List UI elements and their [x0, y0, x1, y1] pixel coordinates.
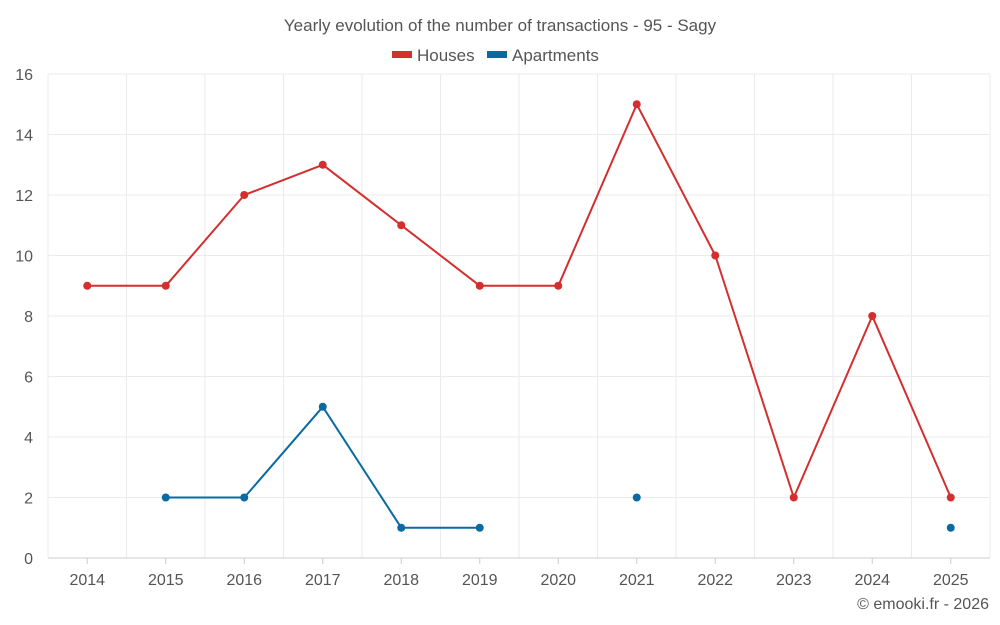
- x-tick-label: 2014: [69, 572, 105, 589]
- legend-swatch-houses: [392, 51, 412, 58]
- y-tick-label: 12: [15, 188, 33, 205]
- data-point-houses-2024[interactable]: [868, 312, 877, 320]
- x-tick-label: 2020: [540, 572, 576, 589]
- x-tick-label: 2022: [697, 572, 733, 589]
- data-point-houses-2015[interactable]: [161, 281, 170, 290]
- x-tick-label: 2023: [776, 572, 812, 589]
- y-axis: 0 2 4 6 8 10 12 14 16: [15, 67, 33, 568]
- legend-item-houses[interactable]: Houses: [392, 46, 475, 65]
- data-point-apartments-2017[interactable]: [318, 402, 327, 411]
- data-point-apartments-2015[interactable]: [161, 493, 170, 502]
- legend-item-apartments[interactable]: Apartments: [487, 46, 599, 65]
- x-axis: 2014 2015 2016 2017 2018 2019 2020 2021 2022 2023…: [48, 557, 990, 589]
- x-tick-label: 2024: [854, 572, 890, 589]
- data-point-houses-2018[interactable]: [397, 221, 406, 230]
- legend-label-apartments: Apartments: [512, 46, 599, 65]
- x-tick-label: 2016: [226, 572, 262, 589]
- data-point-apartments-2021[interactable]: [632, 493, 641, 502]
- chart-title: Yearly evolution of the number of transa…: [284, 16, 717, 35]
- data-point-houses-2016[interactable]: [240, 191, 249, 199]
- y-tick-label: 6: [24, 370, 33, 387]
- y-tick-label: 2: [24, 491, 33, 508]
- x-tick-label: 2017: [305, 572, 341, 589]
- data-point-apartments-2016[interactable]: [240, 493, 249, 502]
- y-tick-label: 4: [24, 430, 33, 447]
- data-point-houses-2023[interactable]: [789, 493, 798, 502]
- x-tick-label: 2021: [619, 572, 655, 589]
- x-tick-label: 2019: [462, 572, 498, 589]
- data-point-houses-2025[interactable]: [946, 493, 955, 502]
- x-tick-label: 2015: [148, 572, 184, 589]
- y-tick-label: 14: [15, 128, 33, 145]
- series-layer: [83, 100, 955, 532]
- data-point-houses-2019[interactable]: [475, 281, 484, 290]
- data-point-apartments-2019[interactable]: [475, 523, 484, 532]
- data-point-houses-2017[interactable]: [318, 160, 327, 169]
- x-tick-label: 2025: [933, 572, 969, 589]
- series-line-houses: [87, 103, 952, 499]
- y-tick-label: 8: [24, 309, 33, 326]
- data-point-houses-2014[interactable]: [83, 281, 92, 290]
- footer-credit: © emooki.fr - 2026: [857, 596, 989, 613]
- data-point-apartments-2018[interactable]: [397, 523, 406, 532]
- grid: [47, 73, 991, 558]
- y-tick-label: 16: [15, 67, 33, 84]
- series-line-apartments: [165, 405, 480, 529]
- legend: Houses Apartments: [392, 46, 599, 65]
- y-tick-label: 0: [24, 551, 33, 568]
- legend-swatch-apartments: [487, 51, 507, 58]
- data-point-houses-2021[interactable]: [632, 100, 641, 109]
- x-tick-label: 2018: [383, 572, 419, 589]
- series-houses: [83, 100, 955, 502]
- data-point-houses-2022[interactable]: [711, 251, 720, 260]
- y-tick-label: 10: [15, 249, 33, 266]
- data-point-apartments-2025[interactable]: [946, 523, 955, 532]
- legend-label-houses: Houses: [417, 46, 475, 65]
- series-apartments: [161, 402, 955, 532]
- data-point-houses-2020[interactable]: [554, 281, 563, 290]
